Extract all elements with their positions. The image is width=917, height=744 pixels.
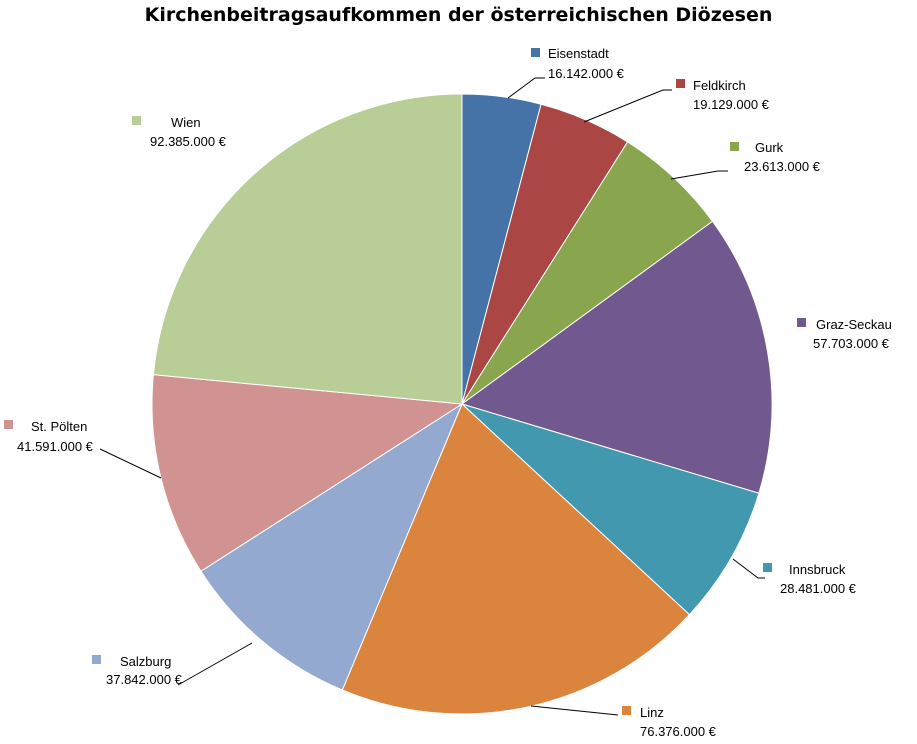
- leader-line-linz: [530, 705, 619, 716]
- pie-slice-wien: [152, 93, 463, 405]
- slice-label-feldkirch: Feldkirch: [693, 78, 746, 93]
- slice-label-wien: Wien: [171, 115, 201, 130]
- label-marker-graz-seckau: [797, 318, 806, 327]
- slice-label-st-p-lten: St. Pölten: [31, 419, 87, 434]
- chart-title: Kirchenbeitragsaufkommen der österreichi…: [144, 4, 773, 26]
- slice-value-wien: 92.385.000 €: [150, 134, 227, 149]
- slice-value-salzburg: 37.842.000 €: [106, 672, 183, 687]
- slice-label-eisenstadt: Eisenstadt: [548, 46, 609, 61]
- slice-label-salzburg: Salzburg: [120, 654, 171, 669]
- label-marker-innsbruck: [763, 563, 772, 572]
- label-marker-salzburg: [92, 655, 101, 664]
- pie-slice-salzburg: [200, 402, 464, 691]
- leader-line-feldkirch: [583, 89, 672, 123]
- leader-line-gurk: [670, 170, 728, 180]
- label-marker-st-p-lten: [4, 420, 13, 429]
- slice-value-st-p-lten: 41.591.000 €: [17, 439, 94, 454]
- label-marker-wien: [132, 116, 141, 125]
- slice-label-linz: Linz: [640, 705, 664, 720]
- slice-value-eisenstadt: 16.142.000 €: [548, 66, 625, 81]
- leader-line-salzburg: [177, 642, 253, 686]
- slice-value-graz-seckau: 57.703.000 €: [813, 336, 890, 351]
- slice-value-linz: 76.376.000 €: [640, 724, 717, 739]
- label-marker-feldkirch: [676, 79, 685, 88]
- pie-slice-linz: [341, 403, 691, 715]
- pie-slice-graz-seckau: [460, 220, 773, 494]
- leader-line-st-p-lten: [99, 448, 162, 479]
- leader-line-innsbruck: [732, 558, 765, 579]
- slice-label-gurk: Gurk: [755, 140, 784, 155]
- label-marker-eisenstadt: [531, 48, 540, 57]
- pie-slice-innsbruck: [461, 403, 760, 616]
- slice-value-feldkirch: 19.129.000 €: [693, 97, 770, 112]
- slice-value-gurk: 23.613.000 €: [744, 159, 821, 174]
- slice-value-innsbruck: 28.481.000 €: [780, 581, 857, 596]
- leader-line-eisenstadt: [507, 77, 545, 99]
- pie-slice-st-p-lten: [151, 374, 464, 572]
- slice-label-graz-seckau: Graz-Seckau: [816, 317, 892, 332]
- slice-label-innsbruck: Innsbruck: [789, 562, 846, 577]
- label-marker-gurk: [730, 142, 739, 151]
- label-marker-linz: [622, 706, 631, 715]
